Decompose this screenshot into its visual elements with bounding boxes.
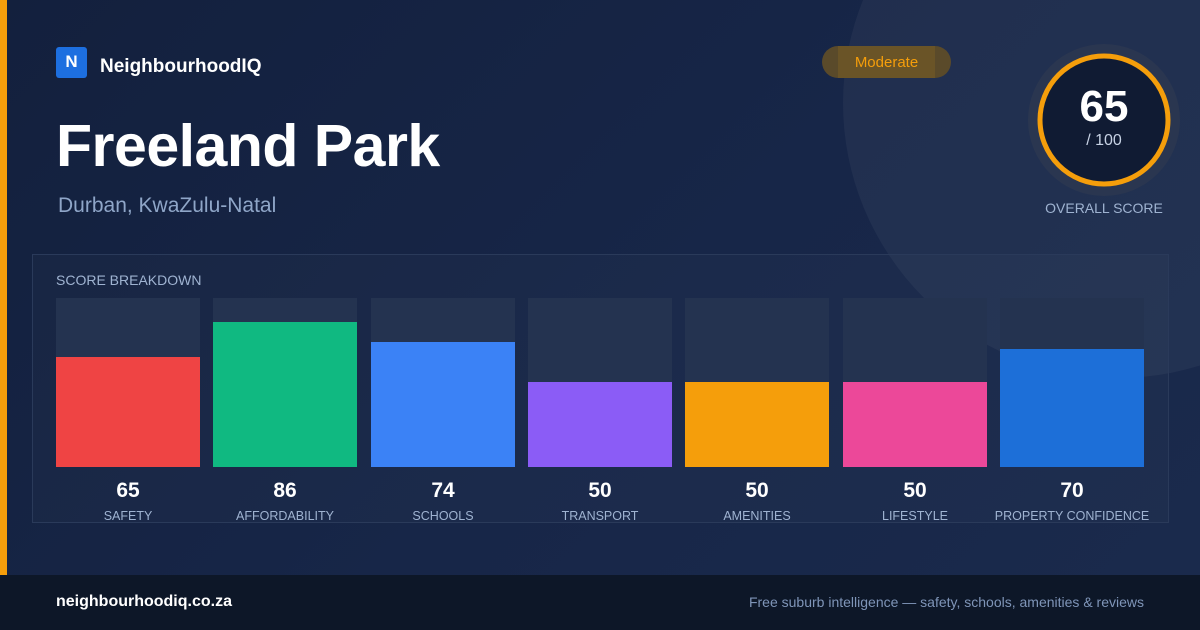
suburb-location: Durban, KwaZulu-Natal: [58, 194, 277, 217]
bar-category-label: AMENITIES: [723, 509, 791, 523]
bar-property-confidence: [1000, 349, 1144, 467]
bar-track: [1000, 298, 1144, 467]
brand-logo-icon: N: [56, 46, 87, 78]
bar-track: [685, 298, 829, 467]
bar-track: [843, 298, 987, 467]
bar-affordability: [213, 322, 357, 467]
overall-score-ring: [1028, 44, 1180, 196]
bar-category-label: SAFETY: [103, 509, 153, 523]
bar-value-label: 86: [273, 479, 297, 502]
rating-badge-label: Moderate: [854, 53, 919, 71]
suburb-title: Freeland Park: [56, 113, 440, 179]
score-breakdown-panel: [32, 254, 1169, 523]
bar-track: [213, 298, 357, 467]
bar-value-label: 50: [903, 479, 927, 502]
footer-tagline: Free suburb intelligence — safety, schoo…: [748, 594, 1144, 610]
bar-schools: [371, 342, 515, 467]
footer-domain: neighbourhoodiq.co.za: [56, 593, 232, 610]
bar-category-label: TRANSPORT: [561, 509, 639, 523]
bar-transport: [528, 382, 672, 467]
rating-badge: Moderate: [822, 46, 951, 78]
brand: N NeighbourhoodIQ: [56, 46, 261, 78]
bar-track: [56, 298, 200, 467]
bar-track: [528, 298, 672, 467]
bar-value-label: 50: [588, 479, 612, 502]
bar-value-label: 50: [745, 479, 769, 502]
overall-score-caption: OVERALL SCORE: [1045, 200, 1163, 216]
overall-score-value: 65: [1079, 82, 1129, 131]
accent-bar: [0, 0, 7, 575]
bar-lifestyle: [843, 382, 987, 467]
overall-score-out-of: / 100: [1086, 132, 1122, 149]
bar-category-label: AFFORDABILITY: [236, 509, 334, 523]
brand-name: NeighbourhoodIQ: [100, 56, 262, 77]
bar-category-label: SCHOOLS: [412, 509, 474, 523]
bar-amenities: [685, 382, 829, 467]
bar-value-label: 70: [1060, 479, 1084, 502]
bar-value-label: 74: [431, 479, 455, 502]
bar-safety: [56, 357, 200, 467]
footer: neighbourhoodiq.co.za Free suburb intell…: [0, 575, 1200, 630]
score-ring-inner: [1040, 56, 1168, 184]
bar-value-label: 65: [116, 479, 140, 502]
share-card: N NeighbourhoodIQ Freeland Park Durban, …: [0, 0, 1200, 575]
score-breakdown-title: SCORE BREAKDOWN: [56, 272, 202, 288]
bar-category-label: PROPERTY CONFIDENCE: [994, 509, 1150, 523]
bar-track: [371, 298, 515, 467]
score-ring-arc: [1037, 53, 1171, 187]
bar-category-label: LIFESTYLE: [882, 509, 948, 523]
